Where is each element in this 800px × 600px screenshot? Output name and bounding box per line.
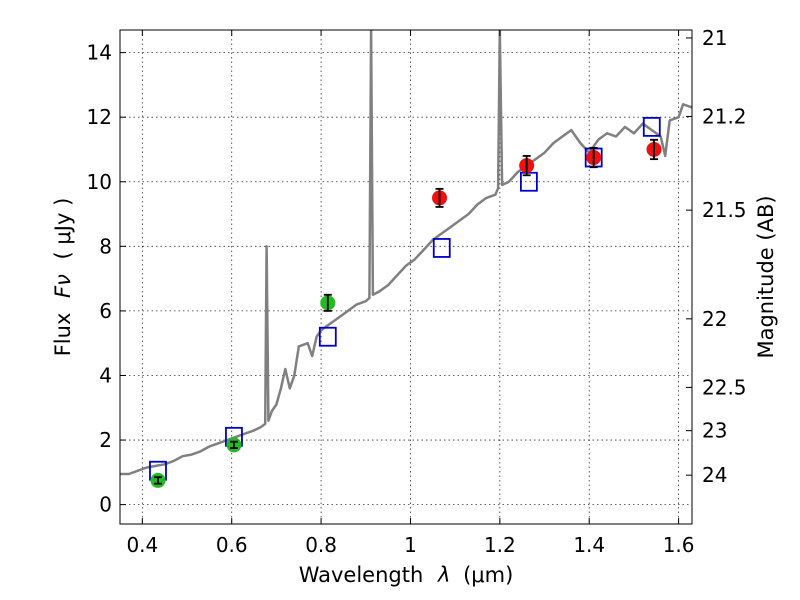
right-tick-label: 23 [702,419,727,443]
x-tick-label: 1.2 [484,533,516,557]
plot-series [120,30,692,488]
x-tick-label: 0.6 [216,533,248,557]
y-tick-label: 2 [99,428,112,452]
axis-ticks: 0.4 0.6 0.8 1 1.2 1.4 1.6024681012142121.221.5… [87,26,747,557]
y-tick-label: 6 [99,299,112,323]
y-tick-label: 14 [87,41,112,65]
right-tick-label: 21 [702,26,727,50]
x-tick-label: 0.8 [305,533,337,557]
right-axis-label: Magnitude (AB) [754,195,778,358]
right-tick-label: 21.2 [702,104,747,128]
right-tick-label: 22 [702,307,727,331]
x-tick-label: 1 [404,533,417,557]
y-axis-label-prefix: Flux [51,313,75,357]
model-photometry-marker [318,326,337,347]
y-tick-label: 8 [99,234,112,258]
right-tick-label: 21.5 [702,198,747,222]
spectrum-line [120,30,692,476]
y-axis-label-units: ( μJy ) [51,198,75,260]
y-axis-label: Flux Fν ( μJy ) [51,198,75,357]
x-tick-label: 1.6 [663,533,695,557]
right-tick-label: 24 [702,463,727,487]
plot-frame [119,29,693,525]
x-axis-label-prefix: Wavelength [299,563,424,587]
x-tick-label: 0.4 [126,533,158,557]
x-axis-label-units: (μm) [463,563,513,587]
model-photometry-marker [432,238,451,258]
grid [120,30,692,524]
x-axis-label-symbol: λ [437,563,450,587]
y-tick-label: 10 [87,170,112,194]
y-tick-label: 4 [99,363,112,387]
x-tick-label: 1.4 [573,533,605,557]
y-tick-label: 0 [99,493,112,517]
right-tick-label: 22.5 [702,375,747,399]
y-tick-label: 12 [87,105,112,129]
series-group [120,30,692,488]
x-axis-label: Wavelength λ (μm) [299,563,514,587]
y-axis-label-symbol: Fν [51,274,75,298]
model-photometry-marker [642,116,661,137]
